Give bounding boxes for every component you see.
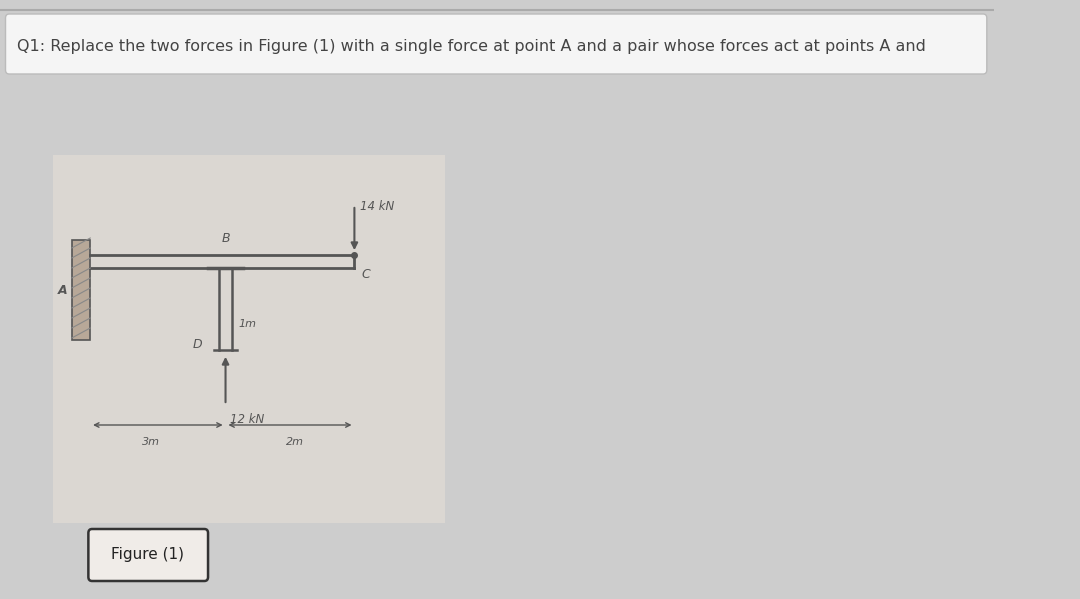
Polygon shape	[71, 240, 91, 340]
FancyBboxPatch shape	[89, 529, 208, 581]
Text: D: D	[193, 338, 203, 352]
Text: B: B	[221, 232, 230, 245]
Text: Figure (1): Figure (1)	[111, 547, 184, 562]
Text: 12 kN: 12 kN	[230, 413, 265, 426]
Text: 1m: 1m	[239, 319, 256, 329]
Text: 14 kN: 14 kN	[360, 200, 394, 213]
Text: C: C	[362, 268, 370, 282]
FancyBboxPatch shape	[53, 155, 445, 523]
Text: 3m: 3m	[141, 437, 160, 447]
FancyBboxPatch shape	[5, 14, 987, 74]
Text: A: A	[57, 283, 67, 297]
Text: Q1: Replace the two forces in Figure (1) with a single force at point A and a pa: Q1: Replace the two forces in Figure (1)…	[16, 40, 926, 55]
Text: 2m: 2m	[285, 437, 303, 447]
